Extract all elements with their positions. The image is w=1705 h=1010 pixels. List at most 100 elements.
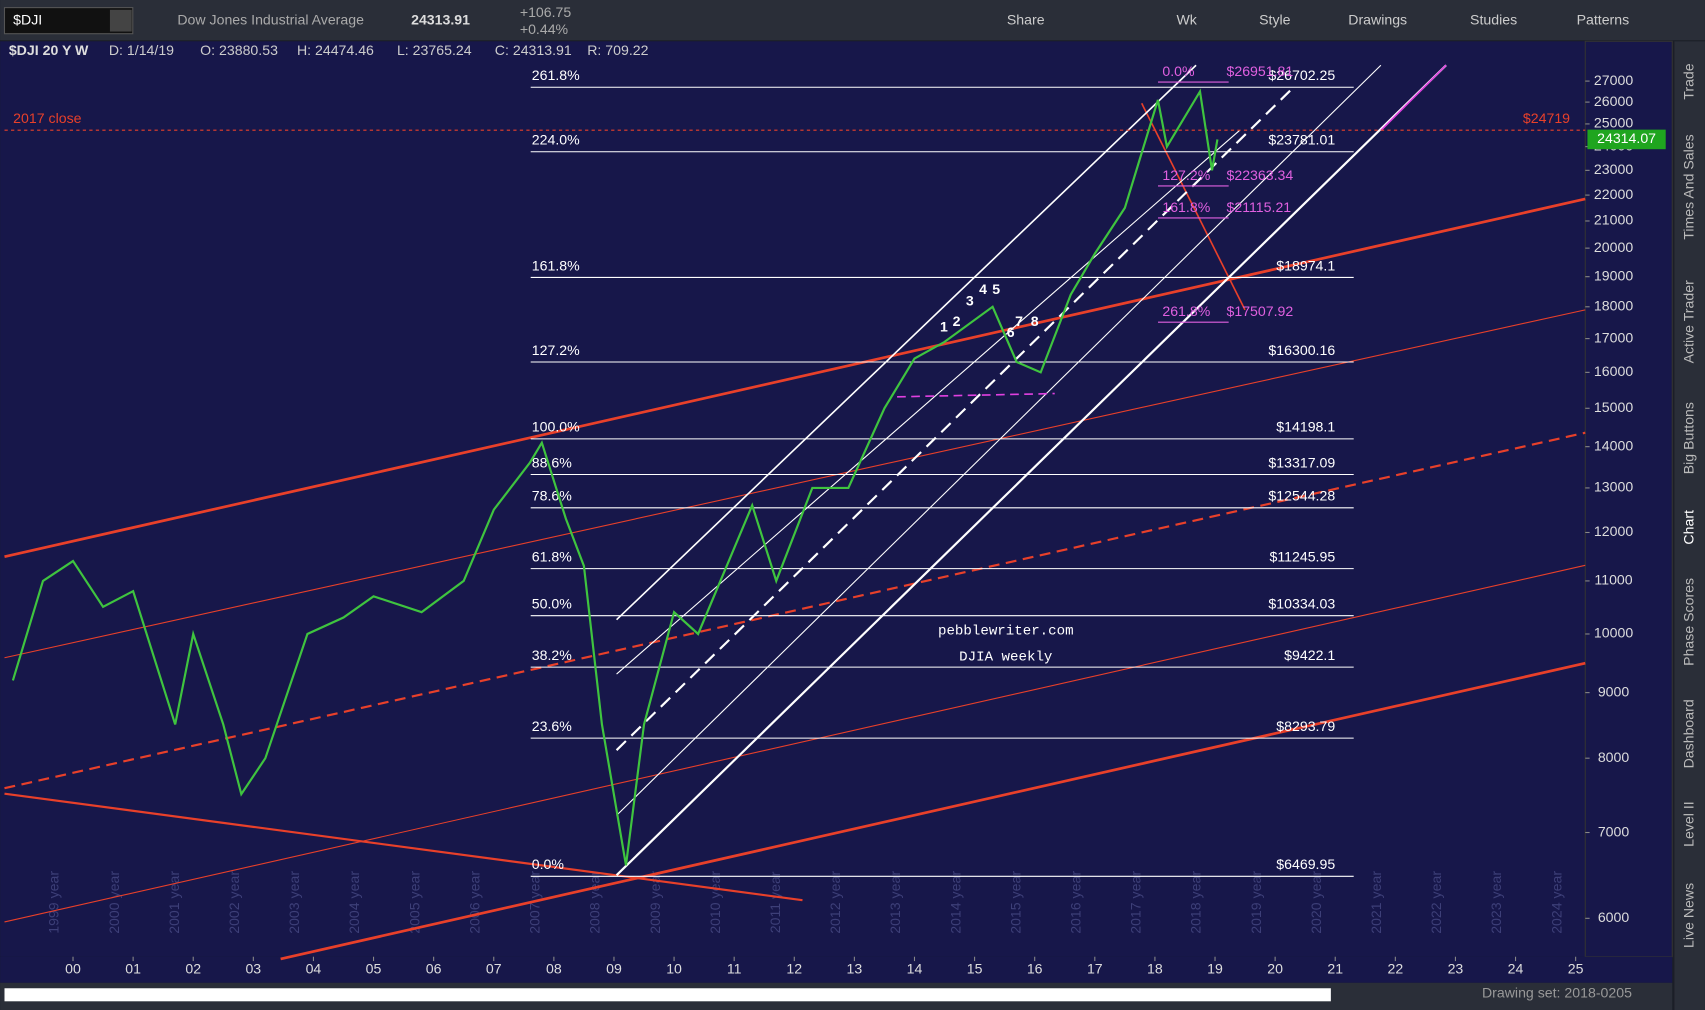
side-tab[interactable]: Dashboard xyxy=(1680,699,1696,768)
y-tick-label: 10000 xyxy=(1594,625,1633,641)
fib-ext-value: $21115.21 xyxy=(1226,199,1291,215)
change-pct: +0.44% xyxy=(520,21,569,37)
toolbar-button[interactable]: Studies xyxy=(1470,11,1517,27)
year-watermark: 2006 year xyxy=(466,871,482,934)
toolbar-button[interactable]: Share xyxy=(1007,11,1045,27)
year-watermark: 2011 year xyxy=(767,871,783,933)
time-axis xyxy=(0,956,1673,983)
year-watermark: 2009 year xyxy=(647,871,663,934)
y-tick-label: 23000 xyxy=(1594,161,1633,177)
year-watermark: 2001 year xyxy=(166,871,182,934)
trend-line xyxy=(4,431,1586,790)
x-tick-label: 15 xyxy=(967,961,983,977)
x-tick-label: 22 xyxy=(1387,961,1403,977)
side-tab[interactable]: Big Buttons xyxy=(1680,402,1696,474)
x-tick-label: 10 xyxy=(666,961,682,977)
y-tick-label: 25000 xyxy=(1594,115,1633,131)
trend-line xyxy=(616,64,1382,816)
year-watermark: 2010 year xyxy=(707,871,723,934)
fib-value: $12544.28 xyxy=(1268,488,1335,504)
y-tick-label: 15000 xyxy=(1594,399,1633,415)
fib-value: $6469.95 xyxy=(1276,856,1335,872)
fib-ext-value: $22363.34 xyxy=(1226,167,1293,183)
toolbar xyxy=(0,0,1705,41)
year-watermark: 2019 year xyxy=(1248,871,1264,934)
y-tick-label: 22000 xyxy=(1594,186,1633,202)
side-tab[interactable]: Live News xyxy=(1680,883,1696,948)
side-tab[interactable]: Trade xyxy=(1680,63,1696,100)
toolbar-button[interactable]: Style xyxy=(1259,11,1291,27)
header-high: H: 24474.46 xyxy=(297,42,374,58)
side-tab[interactable]: Active Trader xyxy=(1680,280,1696,364)
x-tick-label: 11 xyxy=(727,961,742,977)
side-tab[interactable]: Chart xyxy=(1680,510,1696,545)
year-watermark: 2021 year xyxy=(1368,871,1384,934)
fib-label: 161.8% xyxy=(532,257,580,273)
year-watermark: 2017 year xyxy=(1128,871,1144,934)
y-tick-label: 21000 xyxy=(1594,212,1633,228)
side-tab[interactable]: Level II xyxy=(1680,801,1696,847)
trend-line xyxy=(1140,102,1246,311)
chart-header: $DJI 20 Y W xyxy=(9,42,89,58)
trend-line xyxy=(4,309,1586,659)
trend-line xyxy=(897,392,1055,398)
toolbar-button[interactable]: Wk xyxy=(1176,11,1197,27)
watermark: DJIA weekly xyxy=(959,649,1052,665)
year-watermark: 2018 year xyxy=(1188,871,1204,934)
y-tick-label: 14000 xyxy=(1594,437,1633,453)
wave-label: 1 xyxy=(940,318,948,334)
y-tick-label: 17000 xyxy=(1594,329,1633,345)
symbol: $DJI xyxy=(13,11,42,27)
y-tick-label: 16000 xyxy=(1594,363,1633,379)
x-tick-label: 13 xyxy=(847,961,863,977)
fib-label: 224.0% xyxy=(532,132,580,148)
y-tick-label: 26000 xyxy=(1594,93,1633,109)
last-price-marker xyxy=(1587,129,1666,150)
year-watermark: 2000 year xyxy=(106,871,122,934)
y-tick-label: 18000 xyxy=(1594,298,1633,314)
year-watermark: 1999 year xyxy=(46,871,62,934)
trend-line xyxy=(280,661,1586,961)
wave-label: 3 xyxy=(966,292,974,308)
fib-value: $14198.1 xyxy=(1276,419,1335,435)
side-tab[interactable]: Phase Scores xyxy=(1680,578,1696,666)
symbol-dropdown[interactable] xyxy=(109,9,132,32)
x-tick-label: 12 xyxy=(786,961,802,977)
y-tick-label: 13000 xyxy=(1594,479,1633,495)
year-watermark: 2004 year xyxy=(346,871,362,934)
x-tick-label: 03 xyxy=(245,961,261,977)
fib-value: $8293.79 xyxy=(1276,718,1335,734)
x-tick-label: 24 xyxy=(1508,961,1524,977)
x-tick-label: 07 xyxy=(486,961,502,977)
fib-value: $11245.95 xyxy=(1269,548,1335,564)
fib-value: $23781.01 xyxy=(1268,132,1335,148)
trend-line xyxy=(615,86,1295,751)
x-tick-label: 05 xyxy=(366,961,382,977)
fib-value: $26702.25 xyxy=(1268,67,1335,83)
wave-label: 4 xyxy=(979,281,987,297)
x-tick-label: 09 xyxy=(606,961,622,977)
change: +106.75 xyxy=(520,4,572,20)
fib-ext-label: 261.8% xyxy=(1162,303,1210,319)
close-2017-value: $24719 xyxy=(1523,110,1570,126)
fib-label: 127.2% xyxy=(532,342,580,358)
y-tick-label: 12000 xyxy=(1594,523,1633,539)
header-date: D: 1/14/19 xyxy=(109,42,174,58)
year-watermark: 2023 year xyxy=(1488,871,1504,934)
x-tick-label: 02 xyxy=(185,961,201,977)
year-watermark: 2024 year xyxy=(1548,871,1564,934)
toolbar-button[interactable]: Drawings xyxy=(1348,11,1407,27)
y-tick-label: 11000 xyxy=(1594,572,1632,588)
header-range: R: 709.22 xyxy=(587,42,648,58)
wave-label: 7 xyxy=(1015,313,1023,329)
fib-label: 0.0% xyxy=(532,856,565,872)
scrollbar[interactable] xyxy=(4,988,1331,1002)
side-tab[interactable]: Times And Sales xyxy=(1680,134,1696,239)
toolbar-button[interactable]: Patterns xyxy=(1577,11,1630,27)
year-watermark: 2022 year xyxy=(1428,871,1444,934)
year-watermark: 2012 year xyxy=(827,871,843,934)
trend-line xyxy=(616,64,1197,621)
trend-line xyxy=(4,564,1586,923)
x-tick-label: 06 xyxy=(426,961,442,977)
